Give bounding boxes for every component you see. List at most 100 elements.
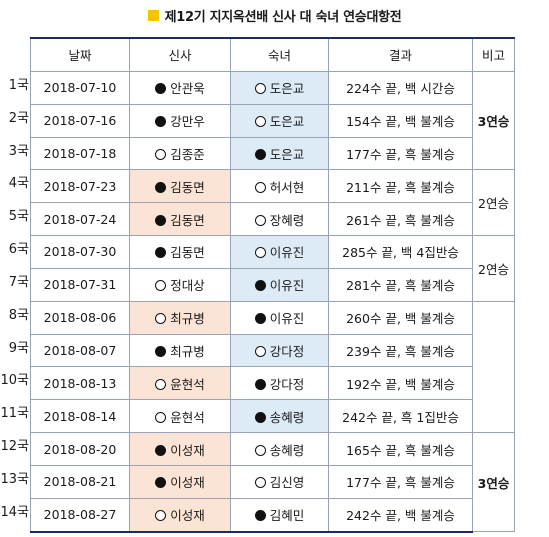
men-player-cell: 최규병: [129, 333, 231, 368]
date-text: 2018-07-30: [43, 244, 117, 260]
date-text: 2018-08-07: [43, 343, 117, 359]
date-text: 2018-07-24: [43, 211, 117, 227]
men-player-name: 윤현석: [170, 376, 205, 392]
result-text: 285수 끝, 백 4집반승: [342, 245, 459, 261]
date-cell: 2018-08-06: [30, 300, 130, 335]
black-stone-icon: [254, 510, 266, 522]
women-player-cell: 도은교: [230, 70, 329, 105]
result-cell: 239수 끝, 흑 불계승: [328, 333, 473, 368]
date-text: 2018-07-18: [43, 145, 117, 161]
header-row: 날짜 신사 숙녀 결과 비고: [30, 36, 515, 72]
row-label: 13국: [0, 471, 29, 487]
date-cell: 2018-07-18: [30, 136, 130, 171]
result-text: 261수 끝, 흑 불계승: [346, 212, 455, 228]
white-stone-icon: [155, 510, 167, 522]
women-player-name: 도은교: [269, 114, 305, 130]
men-player-cell: 안관욱: [129, 70, 231, 105]
table-row: 2018-08-21 이성재 김신영 177수 끝, 흑 불계승: [30, 464, 515, 499]
women-player-name: 송혜령: [269, 442, 305, 458]
row-label: 8국: [8, 307, 29, 323]
result-text: 211수 끝, 흑 불계승: [346, 179, 455, 195]
date-text: 2018-08-06: [43, 310, 117, 326]
header-note: 비고: [472, 36, 515, 72]
black-stone-icon: [254, 148, 266, 160]
women-player-name: 이유진: [269, 311, 305, 327]
black-stone-icon: [155, 247, 167, 259]
women-player-cell: 강다정: [230, 366, 329, 401]
note-text: 3연승: [477, 114, 510, 130]
result-text: 165수 끝, 흑 불계승: [346, 442, 455, 458]
table-row: 2018-08-13 윤현석 강다정 192수 끝, 백 불계승: [30, 366, 515, 401]
date-text: 2018-07-10: [43, 80, 117, 96]
note-cell: 3연승: [472, 70, 515, 171]
table-row: 2018-08-07 최규병 강다정 239수 끝, 흑 불계승: [30, 333, 515, 368]
women-player-name: 강다정: [269, 344, 305, 360]
table-row: 2018-07-24 김동면 장혜령 261수 끝, 흑 불계승: [30, 202, 515, 237]
row-label: 12국: [0, 439, 29, 455]
result-cell: 177수 끝, 흑 불계승: [328, 464, 473, 499]
result-text: 177수 끝, 흑 불계승: [346, 475, 455, 491]
date-cell: 2018-08-27: [30, 497, 130, 533]
row-labels: 1국 2국 3국 4국 5국 6국 7국 8국 9국 10국 11국 12국 13국 14국: [0, 37, 30, 530]
women-player-cell: 송혜령: [230, 399, 329, 434]
note-text: 2연승: [478, 196, 509, 212]
white-stone-icon: [254, 83, 266, 95]
women-player-cell: 김혜민: [230, 497, 329, 533]
white-stone-icon: [254, 444, 266, 456]
table-row: 2018-07-23 김동면 허서현 211수 끝, 흑 불계승 2연승: [30, 169, 515, 237]
title-square-icon: [147, 9, 159, 21]
result-cell: 260수 끝, 백 불계승: [328, 300, 473, 335]
men-player-name: 이성재: [170, 508, 205, 524]
row-label: 7국: [8, 274, 29, 290]
white-stone-icon: [254, 477, 266, 489]
men-player-name: 정대상: [170, 278, 205, 294]
men-player-cell: 윤현석: [129, 399, 231, 434]
note-cell: [472, 300, 515, 434]
result-text: 260수 끝, 백 불계승: [346, 311, 455, 327]
women-player-name: 이유진: [269, 245, 305, 261]
table-row: 2018-07-18 김종준 도은교 177수 끝, 흑 불계승: [30, 136, 515, 171]
men-player-name: 김동면: [170, 179, 205, 195]
women-player-cell: 장혜령: [230, 202, 329, 237]
header-women: 숙녀: [230, 36, 329, 72]
men-player-cell: 김종준: [129, 136, 231, 171]
row-label: 3국: [8, 143, 29, 159]
black-stone-icon: [155, 181, 167, 193]
women-player-name: 김혜민: [269, 508, 305, 524]
women-player-name: 송혜령: [269, 409, 305, 425]
date-cell: 2018-07-24: [30, 202, 130, 237]
men-player-name: 최규병: [170, 311, 205, 327]
men-player-cell: 정대상: [129, 267, 231, 302]
result-cell: 177수 끝, 흑 불계승: [328, 136, 473, 171]
women-player-name: 허서현: [269, 179, 305, 195]
date-cell: 2018-08-13: [30, 366, 130, 401]
result-text: 281수 끝, 흑 불계승: [346, 278, 455, 294]
table-row: 2018-08-06 최규병 이유진 260수 끝, 백 불계승: [30, 300, 515, 434]
date-text: 2018-07-31: [43, 277, 117, 293]
result-text: 242수 끝, 백 불계승: [346, 508, 455, 524]
note-text: 3연승: [477, 475, 510, 491]
white-stone-icon: [254, 247, 266, 259]
white-stone-icon: [155, 148, 167, 160]
date-cell: 2018-08-14: [30, 399, 130, 434]
table-row: 2018-08-14 윤현석 송혜령 242수 끝, 흑 1집반승: [30, 399, 515, 434]
white-stone-icon: [254, 181, 266, 193]
result-cell: 242수 끝, 백 불계승: [328, 497, 473, 533]
women-player-name: 장혜령: [269, 212, 305, 228]
result-text: 242수 끝, 흑 1집반승: [342, 409, 459, 425]
result-cell: 242수 끝, 흑 1집반승: [328, 399, 473, 434]
row-label: 11국: [0, 406, 29, 422]
result-cell: 281수 끝, 흑 불계승: [328, 267, 473, 302]
note-cell: 3연승: [472, 432, 515, 533]
result-cell: 224수 끝, 백 시간승: [328, 70, 473, 105]
table-row: 2018-08-20 이성재 송혜령 165수 끝, 흑 불계승 3연승: [30, 432, 515, 533]
row-label: 5국: [8, 209, 29, 225]
white-stone-icon: [155, 280, 167, 292]
black-stone-icon: [254, 280, 266, 292]
date-cell: 2018-08-07: [30, 333, 130, 368]
date-cell: 2018-07-30: [30, 235, 130, 269]
result-cell: 261수 끝, 흑 불계승: [328, 202, 473, 237]
match-table: 날짜 신사 숙녀 결과 비고 2018-07-10 안관욱 도은교 224수 끝, 백…: [30, 36, 515, 533]
date-text: 2018-08-20: [43, 441, 117, 457]
result-cell: 211수 끝, 흑 불계승: [328, 169, 473, 204]
